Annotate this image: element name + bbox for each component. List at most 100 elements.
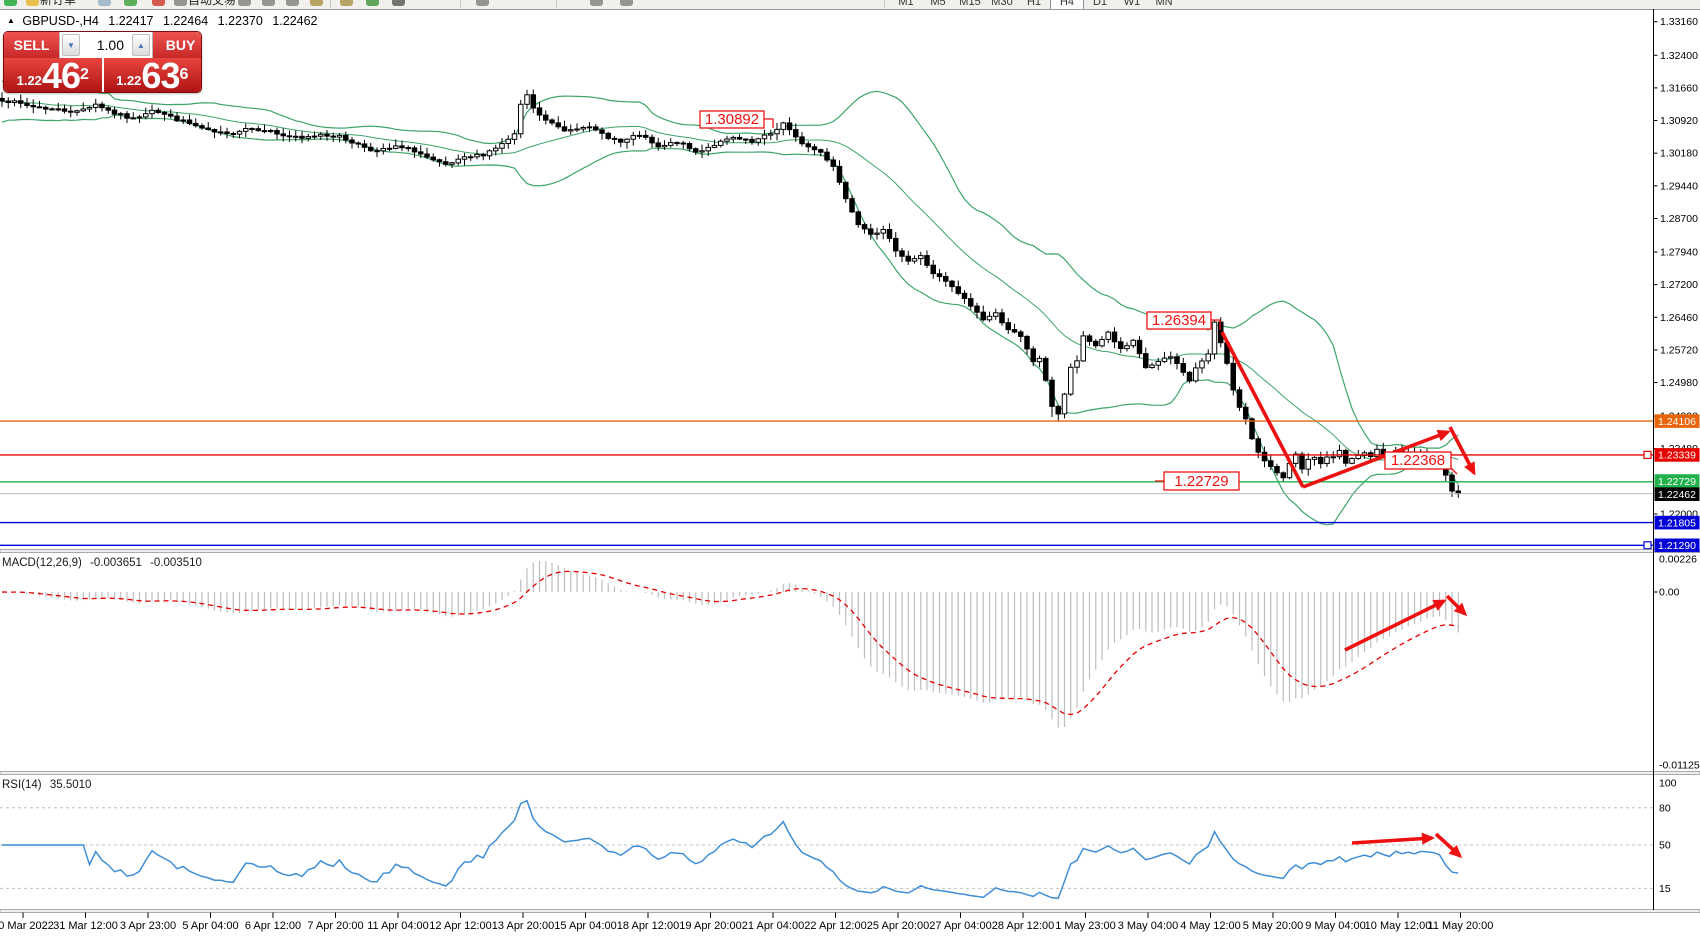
timeframe-d1[interactable]: D1 xyxy=(1092,0,1108,8)
candle-bull xyxy=(1199,360,1205,369)
fibonacci-icon[interactable] xyxy=(476,0,489,6)
macd-label: MACD(12,26,9) -0.003651 -0.003510 xyxy=(2,557,207,569)
candle-bear xyxy=(1186,371,1193,382)
indicator-list-icon[interactable] xyxy=(366,0,379,6)
line-handle[interactable] xyxy=(1643,541,1652,550)
timeframe-m5[interactable]: M5 xyxy=(930,0,946,8)
candle-bull xyxy=(1324,456,1330,464)
volume-increase-icon[interactable]: ▲ xyxy=(132,34,150,56)
zoom-out-icon[interactable] xyxy=(340,0,353,6)
rsi-name: RSI(14) xyxy=(2,779,42,791)
candle-bear xyxy=(849,198,855,213)
trendline-icon[interactable] xyxy=(286,0,299,6)
candle-bear xyxy=(261,130,268,133)
volume-decrease-icon[interactable]: ▼ xyxy=(62,34,80,56)
candle-bull xyxy=(236,130,243,135)
svg-text:1.24106: 1.24106 xyxy=(1658,416,1696,428)
cursor-icon[interactable] xyxy=(392,0,405,6)
volume-input[interactable] xyxy=(82,32,130,58)
svg-text:19 Apr 20:00: 19 Apr 20:00 xyxy=(679,920,741,932)
price-annotation-box[interactable] xyxy=(1146,311,1212,330)
timeframe-h1[interactable]: H1 xyxy=(1026,0,1042,8)
svg-text:1.27940: 1.27940 xyxy=(1660,246,1698,258)
buy-price[interactable]: 1.22 63 6 xyxy=(103,55,201,93)
timeframe-h4[interactable]: H4 xyxy=(1050,0,1084,9)
svg-text:10 May 12:00: 10 May 12:00 xyxy=(1365,920,1432,932)
candle-bear xyxy=(1230,362,1236,391)
candle-bear xyxy=(749,138,755,143)
sound-icon[interactable] xyxy=(124,0,137,6)
candle-bull xyxy=(1355,454,1361,459)
candle-bull xyxy=(336,134,343,138)
trend-arrow-price[interactable] xyxy=(1302,429,1451,489)
price-annotation-box[interactable] xyxy=(1384,451,1452,470)
autotrading-label[interactable]: 自动交易 xyxy=(188,0,237,7)
candle-bear xyxy=(999,312,1005,324)
ohlc-close: 1.22462 xyxy=(272,14,318,28)
candle-bear xyxy=(555,122,561,128)
price-annotation-box[interactable] xyxy=(1163,471,1240,491)
analysis-annotations[interactable]: 1.30892 1.26394 1.22729 1.22368 xyxy=(699,110,1476,859)
timeframe-m1[interactable]: M1 xyxy=(898,0,914,8)
candle-bull xyxy=(1336,449,1343,458)
candle-bear xyxy=(1011,329,1018,333)
candle-bear xyxy=(1111,331,1118,343)
timeframe-m15[interactable]: M15 xyxy=(959,0,981,8)
candle-bull xyxy=(1155,361,1161,366)
text-tool-icon[interactable] xyxy=(590,0,603,6)
candle-bear xyxy=(5,100,11,103)
svg-text:12 Apr 12:00: 12 Apr 12:00 xyxy=(429,920,491,932)
timeframe-m30[interactable]: M30 xyxy=(991,0,1013,8)
svg-text:7 Apr 20:00: 7 Apr 20:00 xyxy=(307,920,363,932)
deposit-icon[interactable] xyxy=(26,0,39,6)
trend-arrow-price[interactable] xyxy=(1448,426,1476,476)
candle-bull xyxy=(730,136,736,140)
candle-bear xyxy=(955,286,961,294)
crosshair-icon[interactable] xyxy=(174,0,187,6)
candle-bull xyxy=(911,258,918,262)
candle-bull xyxy=(880,229,886,234)
trend-arrow-price[interactable] xyxy=(1220,331,1305,488)
candle-bear xyxy=(543,114,549,121)
candle-bear xyxy=(1255,438,1261,453)
pane-separator[interactable] xyxy=(0,909,1700,913)
buy-button[interactable]: BUY xyxy=(153,32,201,58)
candle-bull xyxy=(86,107,93,110)
trend-arrow-macd[interactable] xyxy=(1344,599,1447,652)
autotrading-icon[interactable] xyxy=(152,0,165,6)
sell-button[interactable]: SELL xyxy=(4,32,59,58)
candle-bear xyxy=(930,264,936,275)
trend-arrow-rsi[interactable] xyxy=(1351,832,1435,845)
candle-bull xyxy=(180,119,186,122)
line-handle[interactable] xyxy=(1643,450,1652,459)
trend-arrow-macd[interactable] xyxy=(1445,594,1468,617)
candle-bull xyxy=(474,153,480,158)
price-annotation-box[interactable] xyxy=(699,110,765,129)
new-order-icon[interactable] xyxy=(4,0,17,6)
horizontal-line-icon[interactable] xyxy=(262,0,275,6)
pane-separator[interactable] xyxy=(0,771,1700,775)
label-leader xyxy=(764,118,774,128)
cloud-icon[interactable] xyxy=(98,0,111,6)
timeframe-w1[interactable]: W1 xyxy=(1123,0,1141,8)
svg-text:9 May 04:00: 9 May 04:00 xyxy=(1305,920,1366,932)
candle-bear xyxy=(1136,339,1143,355)
buy-price-prefix: 1.22 xyxy=(116,73,142,88)
new-order-label[interactable]: 新订单 xyxy=(40,0,77,7)
buy-price-big: 63 xyxy=(141,55,180,93)
timeframe-mn[interactable]: MN xyxy=(1155,0,1173,8)
arrows-tool-icon[interactable] xyxy=(620,0,633,6)
candle-bear xyxy=(0,97,5,102)
zoom-in-icon[interactable] xyxy=(310,0,323,6)
candle-bear xyxy=(680,142,686,145)
vertical-line-icon[interactable] xyxy=(238,0,251,6)
candle-bear xyxy=(536,107,543,116)
sell-price[interactable]: 1.22 46 2 xyxy=(4,58,102,92)
svg-text:21 Apr 04:00: 21 Apr 04:00 xyxy=(742,920,804,932)
ohlc-open: 1.22417 xyxy=(108,14,154,28)
rsi-line xyxy=(2,799,1459,900)
candle-bear xyxy=(611,137,618,140)
pane-separator[interactable] xyxy=(0,549,1700,553)
svg-text:3 May 04:00: 3 May 04:00 xyxy=(1118,920,1179,932)
trend-arrow-rsi[interactable] xyxy=(1434,832,1463,859)
